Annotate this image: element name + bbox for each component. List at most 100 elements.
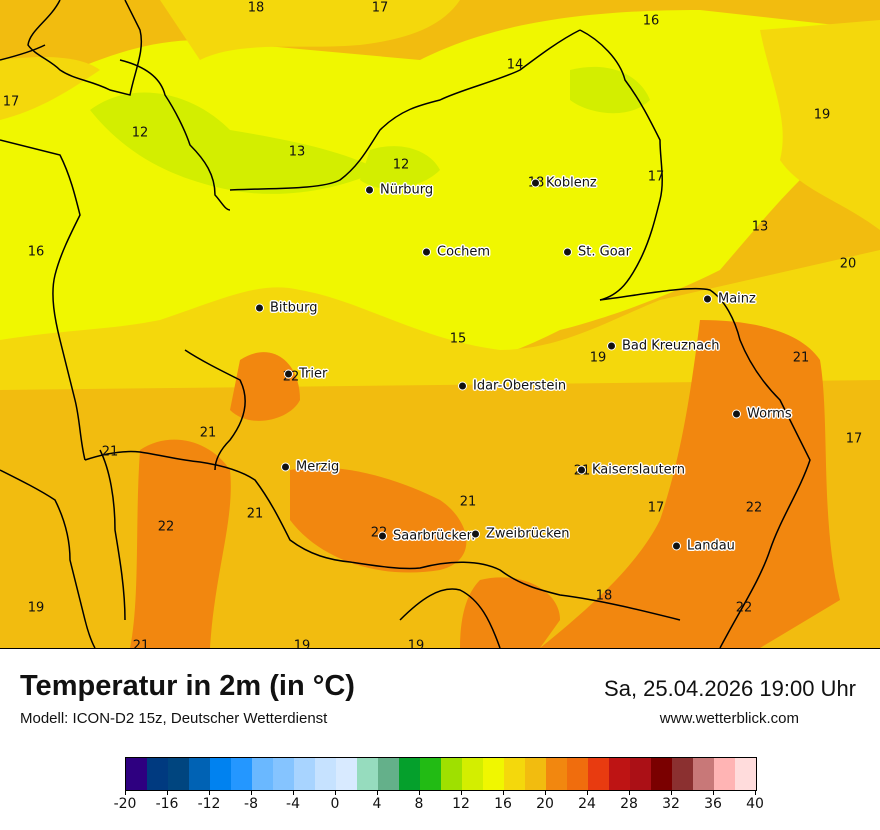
city-dot-icon [281, 462, 290, 472]
temperature-value-label: 14 [506, 57, 524, 73]
temperature-value-label: 18 [595, 588, 613, 604]
legend-tick-label: -20 [113, 796, 137, 812]
temperature-value-label: 21 [101, 444, 119, 460]
city-name: Idar-Oberstein [473, 378, 567, 394]
temperature-value-label: 21 [459, 494, 477, 510]
city-dot-icon [422, 247, 431, 257]
city-name: Trier [299, 366, 328, 382]
legend-color-segment [357, 758, 378, 790]
city-marker: Saarbrücken [378, 529, 475, 544]
legend-tick-label: 20 [536, 796, 554, 812]
legend-color-segment [231, 758, 252, 790]
city-marker: Koblenz [531, 176, 597, 191]
website-link[interactable]: www.wetterblick.com [659, 710, 799, 727]
legend-color-segment [336, 758, 357, 790]
legend-color-segment [399, 758, 420, 790]
legend-color-segment [378, 758, 399, 790]
city-marker: Kaiserslautern [577, 463, 685, 478]
city-dot-icon [577, 465, 586, 475]
legend-tick-mark [629, 790, 630, 795]
legend-color-segment [210, 758, 231, 790]
temperature-value-label: 16 [27, 244, 45, 260]
city-name: Bitburg [270, 300, 318, 316]
legend-tick-label: 16 [494, 796, 512, 812]
temperature-value-label: 15 [449, 331, 467, 347]
city-name: Saarbrücken [393, 528, 475, 544]
city-marker: Merzig [281, 460, 339, 475]
legend-tick-label: 28 [620, 796, 638, 812]
legend-color-segment [147, 758, 168, 790]
city-marker: Nürburg [365, 183, 433, 198]
legend-color-segment [462, 758, 483, 790]
city-marker: Worms [732, 407, 792, 422]
city-name: Kaiserslautern [592, 462, 686, 478]
legend-color-segment [588, 758, 609, 790]
legend-color-segment [567, 758, 588, 790]
legend-color-segment [546, 758, 567, 790]
city-dot-icon [563, 247, 572, 257]
city-name: Cochem [437, 244, 491, 260]
temperature-value-label: 13 [751, 219, 769, 235]
legend-color-segment [714, 758, 735, 790]
legend-color-segment [126, 758, 147, 790]
legend-tick-mark [713, 790, 714, 795]
model-info: Modell: ICON-D2 15z, Deutscher Wetterdie… [20, 710, 328, 727]
legend-tick-mark [209, 790, 210, 795]
legend-color-segment [294, 758, 315, 790]
legend-color-segment [609, 758, 630, 790]
city-dot-icon [703, 294, 712, 304]
legend-tick-mark [251, 790, 252, 795]
city-name: Merzig [296, 459, 340, 475]
legend-color-segment [252, 758, 273, 790]
temperature-value-label: 17 [2, 94, 20, 110]
city-dot-icon [458, 381, 467, 391]
temperature-value-label: 13 [288, 144, 306, 160]
city-dot-icon [284, 369, 293, 379]
legend-tick-label: -16 [155, 796, 179, 812]
city-name: Mainz [718, 291, 756, 307]
legend-tick-mark [167, 790, 168, 795]
city-name: St. Goar [578, 244, 631, 260]
temperature-value-label: 17 [647, 169, 665, 185]
legend-tick-mark [503, 790, 504, 795]
legend-color-segment [441, 758, 462, 790]
legend-color-segment [693, 758, 714, 790]
city-dot-icon [607, 341, 616, 351]
legend-color-segment [504, 758, 525, 790]
color-legend-ticks: -20 -16 -12 -8 -4 0 4 8 12 16 20 24 28 32 36 40 [114, 790, 764, 820]
legend-color-segment [189, 758, 210, 790]
legend-color-segment [315, 758, 336, 790]
temperature-value-label: 21 [792, 350, 810, 366]
city-marker: Bitburg [255, 301, 318, 316]
city-dot-icon [365, 185, 374, 195]
temperature-value-label: 19 [813, 107, 831, 123]
temperature-value-label: 12 [392, 157, 410, 173]
city-dot-icon [255, 303, 264, 313]
city-marker: Zweibrücken [471, 527, 569, 542]
legend-tick-mark [419, 790, 420, 795]
city-name: Koblenz [546, 175, 597, 191]
temperature-value-label: 19 [589, 350, 607, 366]
legend-tick-label: 36 [704, 796, 722, 812]
legend-tick-mark [755, 790, 756, 795]
legend-color-segment [630, 758, 651, 790]
legend-tick-label: 40 [746, 796, 764, 812]
legend-tick-mark [461, 790, 462, 795]
city-dot-icon [471, 529, 480, 539]
city-marker: Trier [284, 367, 327, 382]
color-legend-bar [125, 757, 757, 791]
legend-tick-mark [587, 790, 588, 795]
city-name: Worms [747, 406, 792, 422]
temperature-value-label: 21 [199, 425, 217, 441]
legend-color-segment [672, 758, 693, 790]
city-marker: Bad Kreuznach [607, 339, 720, 354]
legend-tick-label: 8 [414, 796, 424, 812]
city-name: Bad Kreuznach [622, 338, 720, 354]
legend-color-segment [525, 758, 546, 790]
map-title: Temperatur in 2m (in °C) [20, 670, 355, 702]
temperature-value-label: 21 [132, 638, 150, 649]
city-dot-icon [672, 541, 681, 551]
forecast-datetime: Sa, 25.04.2026 19:00 Uhr [604, 676, 856, 701]
legend-tick-mark [545, 790, 546, 795]
temperature-value-label: 22 [745, 500, 763, 516]
